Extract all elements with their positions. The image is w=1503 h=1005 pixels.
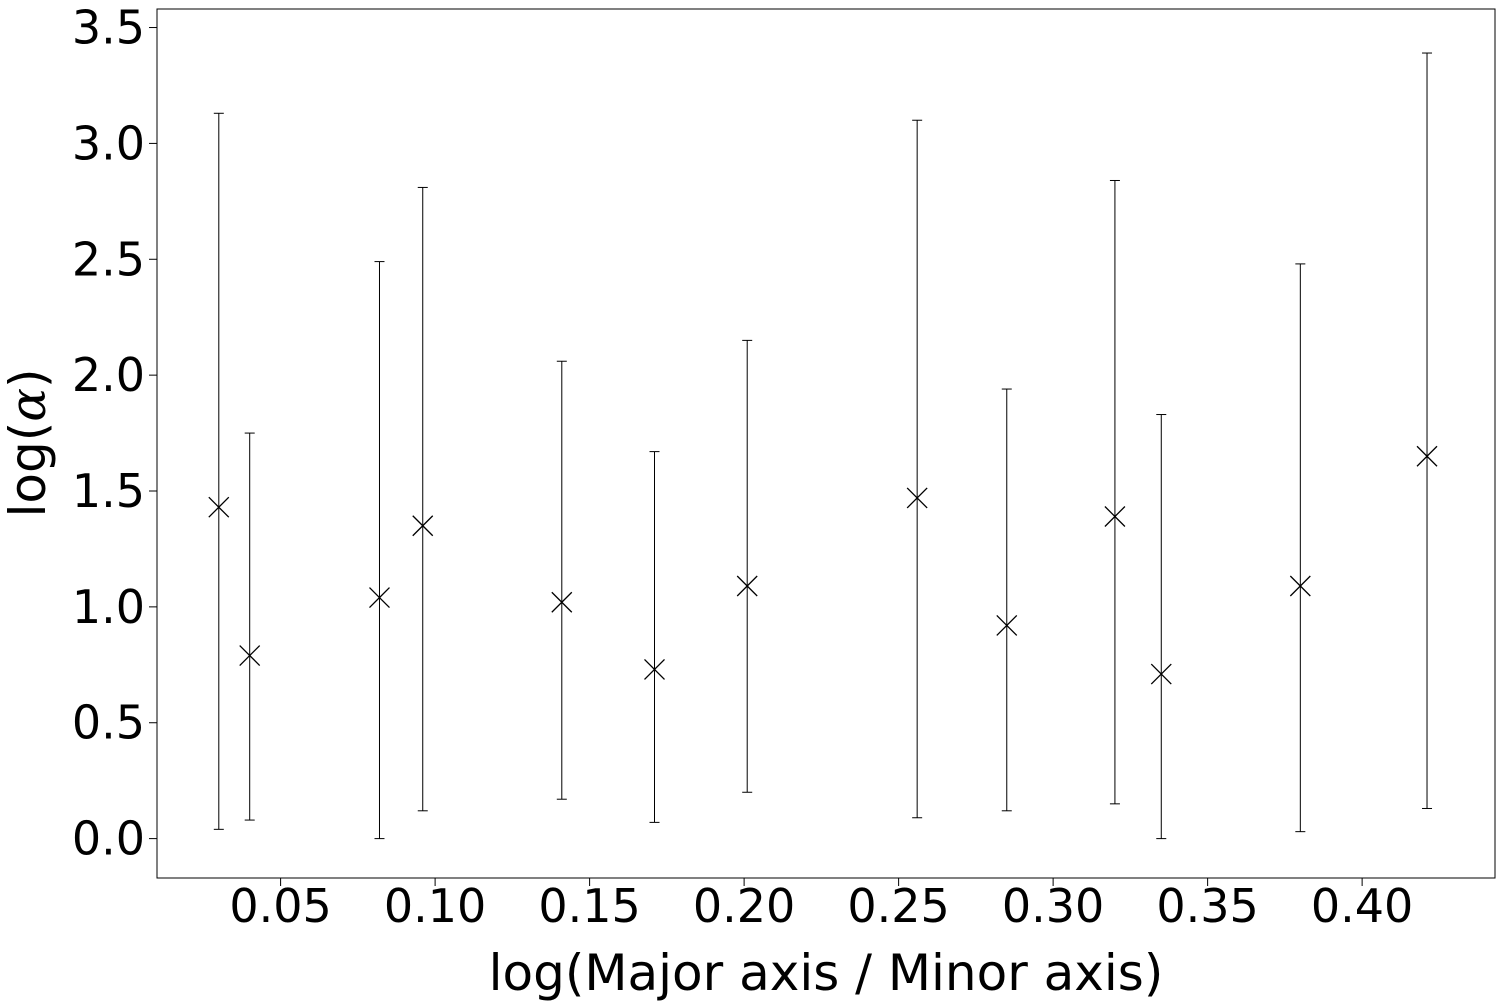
x-tick-label: 0.05 xyxy=(229,879,331,933)
y-axis-label-symbol: α xyxy=(0,388,57,422)
error-bar xyxy=(213,112,224,830)
data-point-marker xyxy=(736,575,758,597)
data-point-marker xyxy=(412,515,434,537)
data-markers xyxy=(208,445,1438,685)
x-tick-label: 0.20 xyxy=(693,879,795,933)
error-bar xyxy=(1109,179,1120,805)
error-bar xyxy=(1422,52,1433,809)
y-tick-label: 0.5 xyxy=(72,696,145,750)
y-axis-ticks: 0.0 0.5 1.0 1.5 2.0 2.5 3.0 3.5 xyxy=(72,1,157,866)
error-bar xyxy=(649,451,660,823)
data-point-marker xyxy=(1289,575,1311,597)
error-bar xyxy=(742,339,753,793)
x-tick-label: 0.40 xyxy=(1311,879,1413,933)
error-bar xyxy=(417,186,428,812)
x-tick-label: 0.35 xyxy=(1156,879,1258,933)
x-axis-label: log(Major axis / Minor axis) xyxy=(489,944,1164,1002)
plot-area xyxy=(156,8,1496,879)
y-tick-label: 2.5 xyxy=(72,232,145,286)
data-point-marker xyxy=(1416,445,1438,467)
y-axis-label-prefix: log( xyxy=(0,422,57,518)
error-bar xyxy=(912,119,923,819)
x-tick-label: 0.10 xyxy=(384,879,486,933)
error-bar xyxy=(1156,414,1167,840)
data-point-marker xyxy=(369,587,390,609)
y-axis-label-suffix: ) xyxy=(0,368,57,388)
y-tick-label: 1.0 xyxy=(72,580,145,634)
x-axis-ticks: 0.05 0.10 0.15 0.20 0.25 0.30 0.35 0.40 xyxy=(229,878,1413,933)
x-tick-label: 0.15 xyxy=(538,879,640,933)
y-tick-label: 1.5 xyxy=(72,464,145,518)
data-point-marker xyxy=(551,591,573,613)
data-point-marker xyxy=(1150,663,1172,685)
y-tick-label: 0.0 xyxy=(72,812,145,866)
y-tick-label: 3.0 xyxy=(72,116,145,170)
error-bars xyxy=(213,52,1433,840)
data-point-marker xyxy=(208,496,230,518)
y-axis-label: log(α) xyxy=(0,368,57,517)
data-point-marker xyxy=(996,614,1018,636)
error-bar xyxy=(244,432,255,821)
error-bar xyxy=(1001,388,1012,812)
x-tick-label: 0.30 xyxy=(1002,879,1104,933)
error-bar xyxy=(1295,263,1306,833)
y-tick-label: 2.0 xyxy=(72,348,145,402)
y-tick-label: 3.5 xyxy=(72,1,145,55)
data-point-marker xyxy=(1104,506,1126,527)
data-point-marker xyxy=(644,658,665,680)
error-bar xyxy=(374,261,385,840)
error-bar xyxy=(556,360,567,800)
data-point-marker xyxy=(239,645,261,666)
data-point-marker xyxy=(906,487,928,509)
x-tick-label: 0.25 xyxy=(847,879,949,933)
